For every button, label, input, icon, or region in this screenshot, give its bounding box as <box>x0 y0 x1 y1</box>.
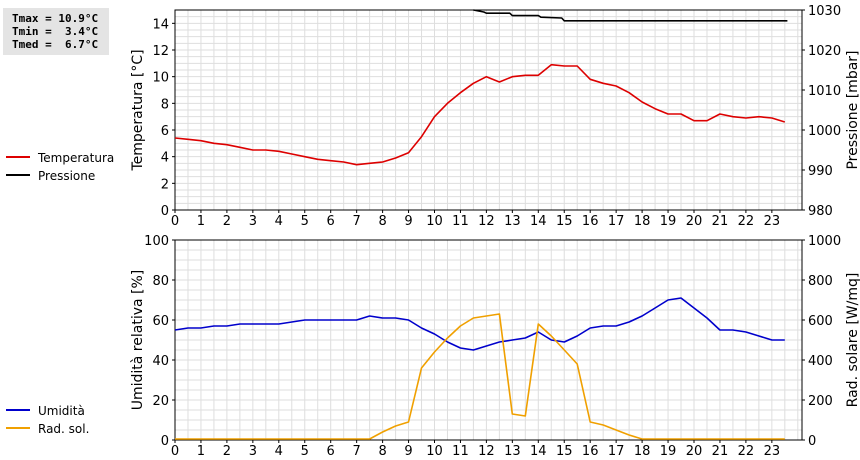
y2-axis-label: Pressione [mbar] <box>845 50 860 169</box>
x-tick-label: 15 <box>556 444 573 459</box>
x-tick-label: 13 <box>504 214 521 229</box>
y-tick-label: 40 <box>152 354 169 369</box>
y2-tick-label: 0 <box>808 434 816 449</box>
x-tick-label: 22 <box>738 214 755 229</box>
legend-label: Umidità <box>38 404 85 418</box>
x-tick-label: 23 <box>764 214 781 229</box>
x-tick-label: 9 <box>404 214 412 229</box>
x-tick-label: 4 <box>275 444 283 459</box>
x-tick-label: 20 <box>686 444 703 459</box>
chart-panel-2: 0 1 2 3 4 5 6 7 8 9 10 11 12 13 14 15 16 17 18 19 20 21 22 2302… <box>6 234 860 459</box>
y2-tick-label: 1030 <box>808 4 841 19</box>
y2-tick-label: 990 <box>808 164 833 179</box>
y-tick-label: 2 <box>161 177 169 192</box>
x-tick-label: 2 <box>223 444 231 459</box>
legend-label: Pressione <box>38 169 95 183</box>
x-tick-label: 16 <box>582 214 599 229</box>
x-tick-label: 14 <box>530 214 547 229</box>
y-tick-label: 100 <box>144 234 169 249</box>
legend-label: Temperatura <box>37 151 114 165</box>
y-tick-label: 14 <box>152 17 169 32</box>
x-tick-label: 21 <box>712 444 729 459</box>
y2-tick-label: 1000 <box>808 234 841 249</box>
x-tick-label: 16 <box>582 444 599 459</box>
y2-axis-label: Rad. solare [W/mq] <box>845 273 860 408</box>
x-tick-label: 1 <box>197 214 205 229</box>
x-tick-label: 5 <box>301 214 309 229</box>
x-tick-label: 21 <box>712 214 729 229</box>
x-tick-label: 13 <box>504 444 521 459</box>
tmax-text: Tmax = 10.9°C <box>12 12 99 25</box>
legend-label: Rad. sol. <box>38 422 89 436</box>
x-tick-label: 14 <box>530 444 547 459</box>
series-line-rad-sol- <box>175 313 785 440</box>
x-tick-label: 23 <box>764 444 781 459</box>
x-tick-label: 2 <box>223 214 231 229</box>
y-axis-label: Umidità relativa [%] <box>130 270 146 411</box>
x-tick-label: 19 <box>660 214 677 229</box>
x-tick-label: 7 <box>353 214 361 229</box>
y2-tick-label: 400 <box>808 354 833 369</box>
x-tick-label: 17 <box>608 214 625 229</box>
x-tick-label: 6 <box>327 214 335 229</box>
plot-frame <box>174 239 803 441</box>
series-line-umidit- <box>174 297 785 351</box>
y-tick-label: 12 <box>152 44 169 59</box>
x-tick-label: 9 <box>404 444 412 459</box>
y-tick-label: 0 <box>161 434 169 449</box>
x-tick-label: 6 <box>327 444 335 459</box>
x-tick-label: 4 <box>275 214 283 229</box>
x-tick-label: 0 <box>171 214 179 229</box>
x-tick-label: 15 <box>556 214 573 229</box>
y2-tick-label: 1020 <box>808 44 841 59</box>
x-tick-label: 20 <box>686 214 703 229</box>
x-tick-label: 3 <box>249 214 257 229</box>
x-tick-label: 17 <box>608 444 625 459</box>
y-tick-label: 8 <box>161 97 169 112</box>
y-tick-label: 80 <box>152 274 169 289</box>
x-tick-label: 3 <box>249 444 257 459</box>
stats-box: Tmax = 10.9°C Tmin = 3.4°C Tmed = 6.7°C <box>3 8 109 55</box>
x-tick-label: 0 <box>171 444 179 459</box>
y2-tick-label: 200 <box>808 394 833 409</box>
series-line-pressione <box>473 9 788 22</box>
y-tick-label: 4 <box>161 151 169 166</box>
x-tick-label: 18 <box>634 444 651 459</box>
x-tick-label: 11 <box>452 214 469 229</box>
y2-tick-label: 1010 <box>808 84 841 99</box>
y2-tick-label: 1000 <box>808 124 841 139</box>
series-line-temperatura <box>174 63 786 166</box>
x-tick-label: 10 <box>426 444 443 459</box>
x-tick-label: 18 <box>634 214 651 229</box>
plot-frame <box>174 9 803 211</box>
tmin-text: Tmin = 3.4°C <box>12 25 99 38</box>
tmed-text: Tmed = 6.7°C <box>12 38 99 51</box>
x-tick-label: 22 <box>738 444 755 459</box>
x-tick-label: 8 <box>378 444 386 459</box>
x-tick-label: 11 <box>452 444 469 459</box>
y-tick-label: 0 <box>161 204 169 219</box>
y-tick-label: 6 <box>161 124 169 139</box>
x-tick-label: 12 <box>478 214 495 229</box>
y-tick-label: 20 <box>152 394 169 409</box>
x-tick-label: 7 <box>353 444 361 459</box>
y-axis-label: Temperatura [°C] <box>130 49 146 171</box>
x-tick-label: 12 <box>478 444 495 459</box>
legend: Temperatura Pressione <box>6 151 114 183</box>
y2-tick-label: 600 <box>808 314 833 329</box>
legend: Umidità Rad. sol. <box>6 404 89 436</box>
x-tick-label: 1 <box>197 444 205 459</box>
x-tick-label: 5 <box>301 444 309 459</box>
x-tick-label: 10 <box>426 214 443 229</box>
y-tick-label: 10 <box>152 71 169 86</box>
y2-tick-label: 800 <box>808 274 833 289</box>
x-tick-label: 19 <box>660 444 677 459</box>
chart-panel-1: 0 1 2 3 4 5 6 7 8 9 10 11 12 13 14 15 16 17 18 19 20 21 22 2302… <box>6 4 860 229</box>
y-tick-label: 60 <box>152 314 169 329</box>
y2-tick-label: 980 <box>808 204 833 219</box>
x-tick-label: 8 <box>378 214 386 229</box>
